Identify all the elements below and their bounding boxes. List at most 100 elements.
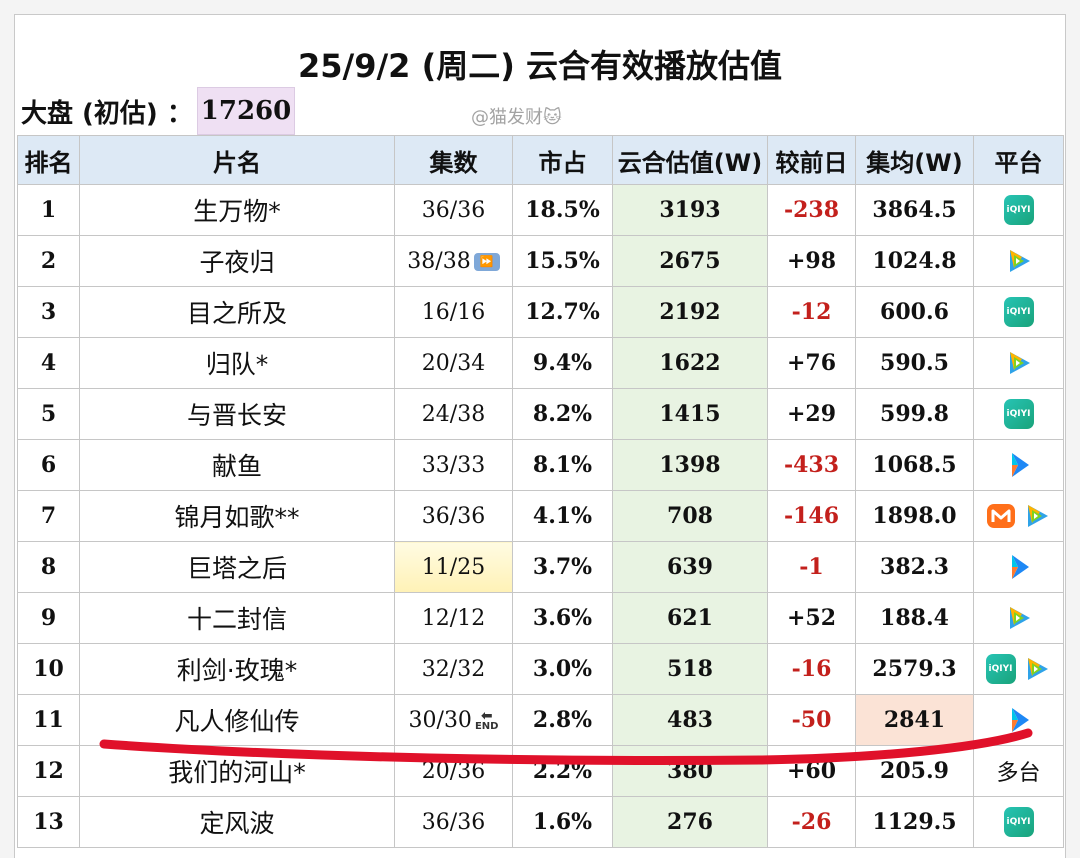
platform-cell xyxy=(973,235,1064,287)
platform-cell: 多台 xyxy=(973,745,1064,797)
average-cell-text: 382.3 xyxy=(880,554,949,580)
rank-cell-text: 9 xyxy=(40,605,57,631)
watermark: @猫发财🐱 xyxy=(471,107,562,128)
table-row: 5 与晋长安 24/38 8.2% 1415 +29 599.8 iQIYI xyxy=(17,388,1064,440)
title-cell-text: 献鱼 xyxy=(211,452,262,481)
table-row: 7 锦月如歌** 36/36 4.1% 708 -146 1898.0 xyxy=(17,490,1064,542)
table-row: 12 我们的河山* 20/36 2.2% 380 +60 205.9 多台 xyxy=(17,745,1064,797)
table-header-row: 排名 片名 集数 市占 云合估值(W) 较前日 集均(W) 平台 xyxy=(17,135,1064,185)
share-cell: 3.0% xyxy=(512,643,613,695)
episodes-cell: 32/32 xyxy=(394,643,513,695)
share-cell-text: 2.2% xyxy=(532,758,593,784)
table-row: 9 十二封信 12/12 3.6% 621 +52 188.4 xyxy=(17,592,1064,644)
share-cell: 3.6% xyxy=(512,592,613,644)
diff-cell-text: -16 xyxy=(791,656,832,682)
platform-cell: iQIYI xyxy=(973,184,1064,236)
episodes-cell-text: 36/36 xyxy=(421,503,486,529)
fast-forward-icon: ⏩ xyxy=(473,252,500,271)
platform-cell xyxy=(973,694,1064,746)
average-cell: 2841 xyxy=(855,694,974,746)
value-cell: 518 xyxy=(612,643,768,695)
average-cell: 3864.5 xyxy=(855,184,974,236)
share-cell: 2.2% xyxy=(512,745,613,797)
rank-cell-text: 10 xyxy=(33,656,64,682)
title-cell-text: 与晋长安 xyxy=(186,401,287,430)
diff-cell: -238 xyxy=(767,184,856,236)
rank-cell-text: 3 xyxy=(40,299,57,325)
average-cell-text: 1129.5 xyxy=(872,809,957,835)
platform-icons: iQIYI xyxy=(985,654,1052,684)
value-cell-text: 276 xyxy=(667,809,713,835)
share-cell-text: 18.5% xyxy=(525,197,600,223)
average-cell: 188.4 xyxy=(855,592,974,644)
header-share: 市占 xyxy=(512,135,613,185)
ranking-sheet: 25/9/2 (周二) 云合有效播放估值 大盘 (初估) ： 17260 @猫发… xyxy=(14,14,1066,858)
iqiyi-icon: iQIYI xyxy=(985,654,1016,684)
title-cell: 生万物* xyxy=(79,184,395,236)
title-cell-text: 我们的河山* xyxy=(168,758,306,787)
platform-cell xyxy=(973,541,1064,593)
rank-cell: 10 xyxy=(17,643,80,695)
value-cell-text: 518 xyxy=(667,656,713,682)
average-cell-text: 188.4 xyxy=(880,605,949,631)
rank-cell-text: 11 xyxy=(33,707,64,733)
episodes-cell: 20/36 xyxy=(394,745,513,797)
diff-cell: +60 xyxy=(767,745,856,797)
header-title: 片名 xyxy=(79,135,395,185)
rank-cell: 1 xyxy=(17,184,80,236)
rank-cell: 4 xyxy=(17,337,80,389)
episodes-cell: 36/36 xyxy=(394,490,513,542)
rank-cell-text: 4 xyxy=(40,350,57,376)
episodes-cell-text: 30/30 xyxy=(408,707,472,733)
share-cell: 1.6% xyxy=(512,796,613,848)
diff-cell-text: -146 xyxy=(783,503,840,529)
rank-cell: 13 xyxy=(17,796,80,848)
title-cell: 子夜归 xyxy=(79,235,395,287)
title-cell: 献鱼 xyxy=(79,439,395,491)
diff-cell-text: -12 xyxy=(791,299,832,325)
diff-cell: -433 xyxy=(767,439,856,491)
table-row: 3 目之所及 16/16 12.7% 2192 -12 600.6 iQIYI xyxy=(17,286,1064,338)
average-cell-text: 1068.5 xyxy=(872,452,957,478)
episodes-cell: 16/16 xyxy=(394,286,513,338)
title-cell-text: 利剑·玫瑰* xyxy=(176,656,298,685)
title-cell-text: 归队* xyxy=(205,350,269,379)
market-label: 大盘 (初估) ： xyxy=(21,99,193,129)
diff-cell: -12 xyxy=(767,286,856,338)
average-cell: 2579.3 xyxy=(855,643,974,695)
value-cell: 2192 xyxy=(612,286,768,338)
average-cell: 590.5 xyxy=(855,337,974,389)
diff-cell-text: +98 xyxy=(786,248,837,274)
rank-cell: 6 xyxy=(17,439,80,491)
share-cell: 15.5% xyxy=(512,235,613,287)
diff-cell: -50 xyxy=(767,694,856,746)
episodes-cell: 11/25 xyxy=(394,541,513,593)
average-cell-text: 600.6 xyxy=(880,299,949,325)
rank-cell-text: 2 xyxy=(40,248,57,274)
value-cell-text: 708 xyxy=(667,503,713,529)
rank-cell-text: 1 xyxy=(40,197,57,223)
diff-cell-text: -26 xyxy=(791,809,832,835)
average-cell-text: 205.9 xyxy=(880,758,949,784)
platform-icons xyxy=(1004,450,1034,480)
platform-text: 多台 xyxy=(996,761,1041,786)
rank-cell-text: 12 xyxy=(33,758,64,784)
value-cell-text: 2675 xyxy=(659,248,721,274)
episodes-cell: 12/12 xyxy=(394,592,513,644)
platform-icons xyxy=(1004,348,1034,378)
average-cell-text: 2579.3 xyxy=(872,656,957,682)
share-cell: 2.8% xyxy=(512,694,613,746)
episodes-cell: 24/38 xyxy=(394,388,513,440)
share-cell-text: 8.1% xyxy=(532,452,593,478)
table-row: 11 凡人修仙传 30/30 ⬅ END 2.8% 483 -50 2841 xyxy=(17,694,1064,746)
rank-cell: 8 xyxy=(17,541,80,593)
value-cell: 276 xyxy=(612,796,768,848)
platform-icons: iQIYI xyxy=(1003,807,1034,837)
average-cell-text: 2841 xyxy=(883,707,946,733)
tencent-video-icon xyxy=(1004,348,1034,378)
share-cell-text: 15.5% xyxy=(525,248,600,274)
rank-cell-text: 7 xyxy=(40,503,57,529)
end-icon: ⬅ END xyxy=(474,707,499,732)
episodes-cell-text: 32/32 xyxy=(421,656,486,682)
episodes-cell: 33/33 xyxy=(394,439,513,491)
